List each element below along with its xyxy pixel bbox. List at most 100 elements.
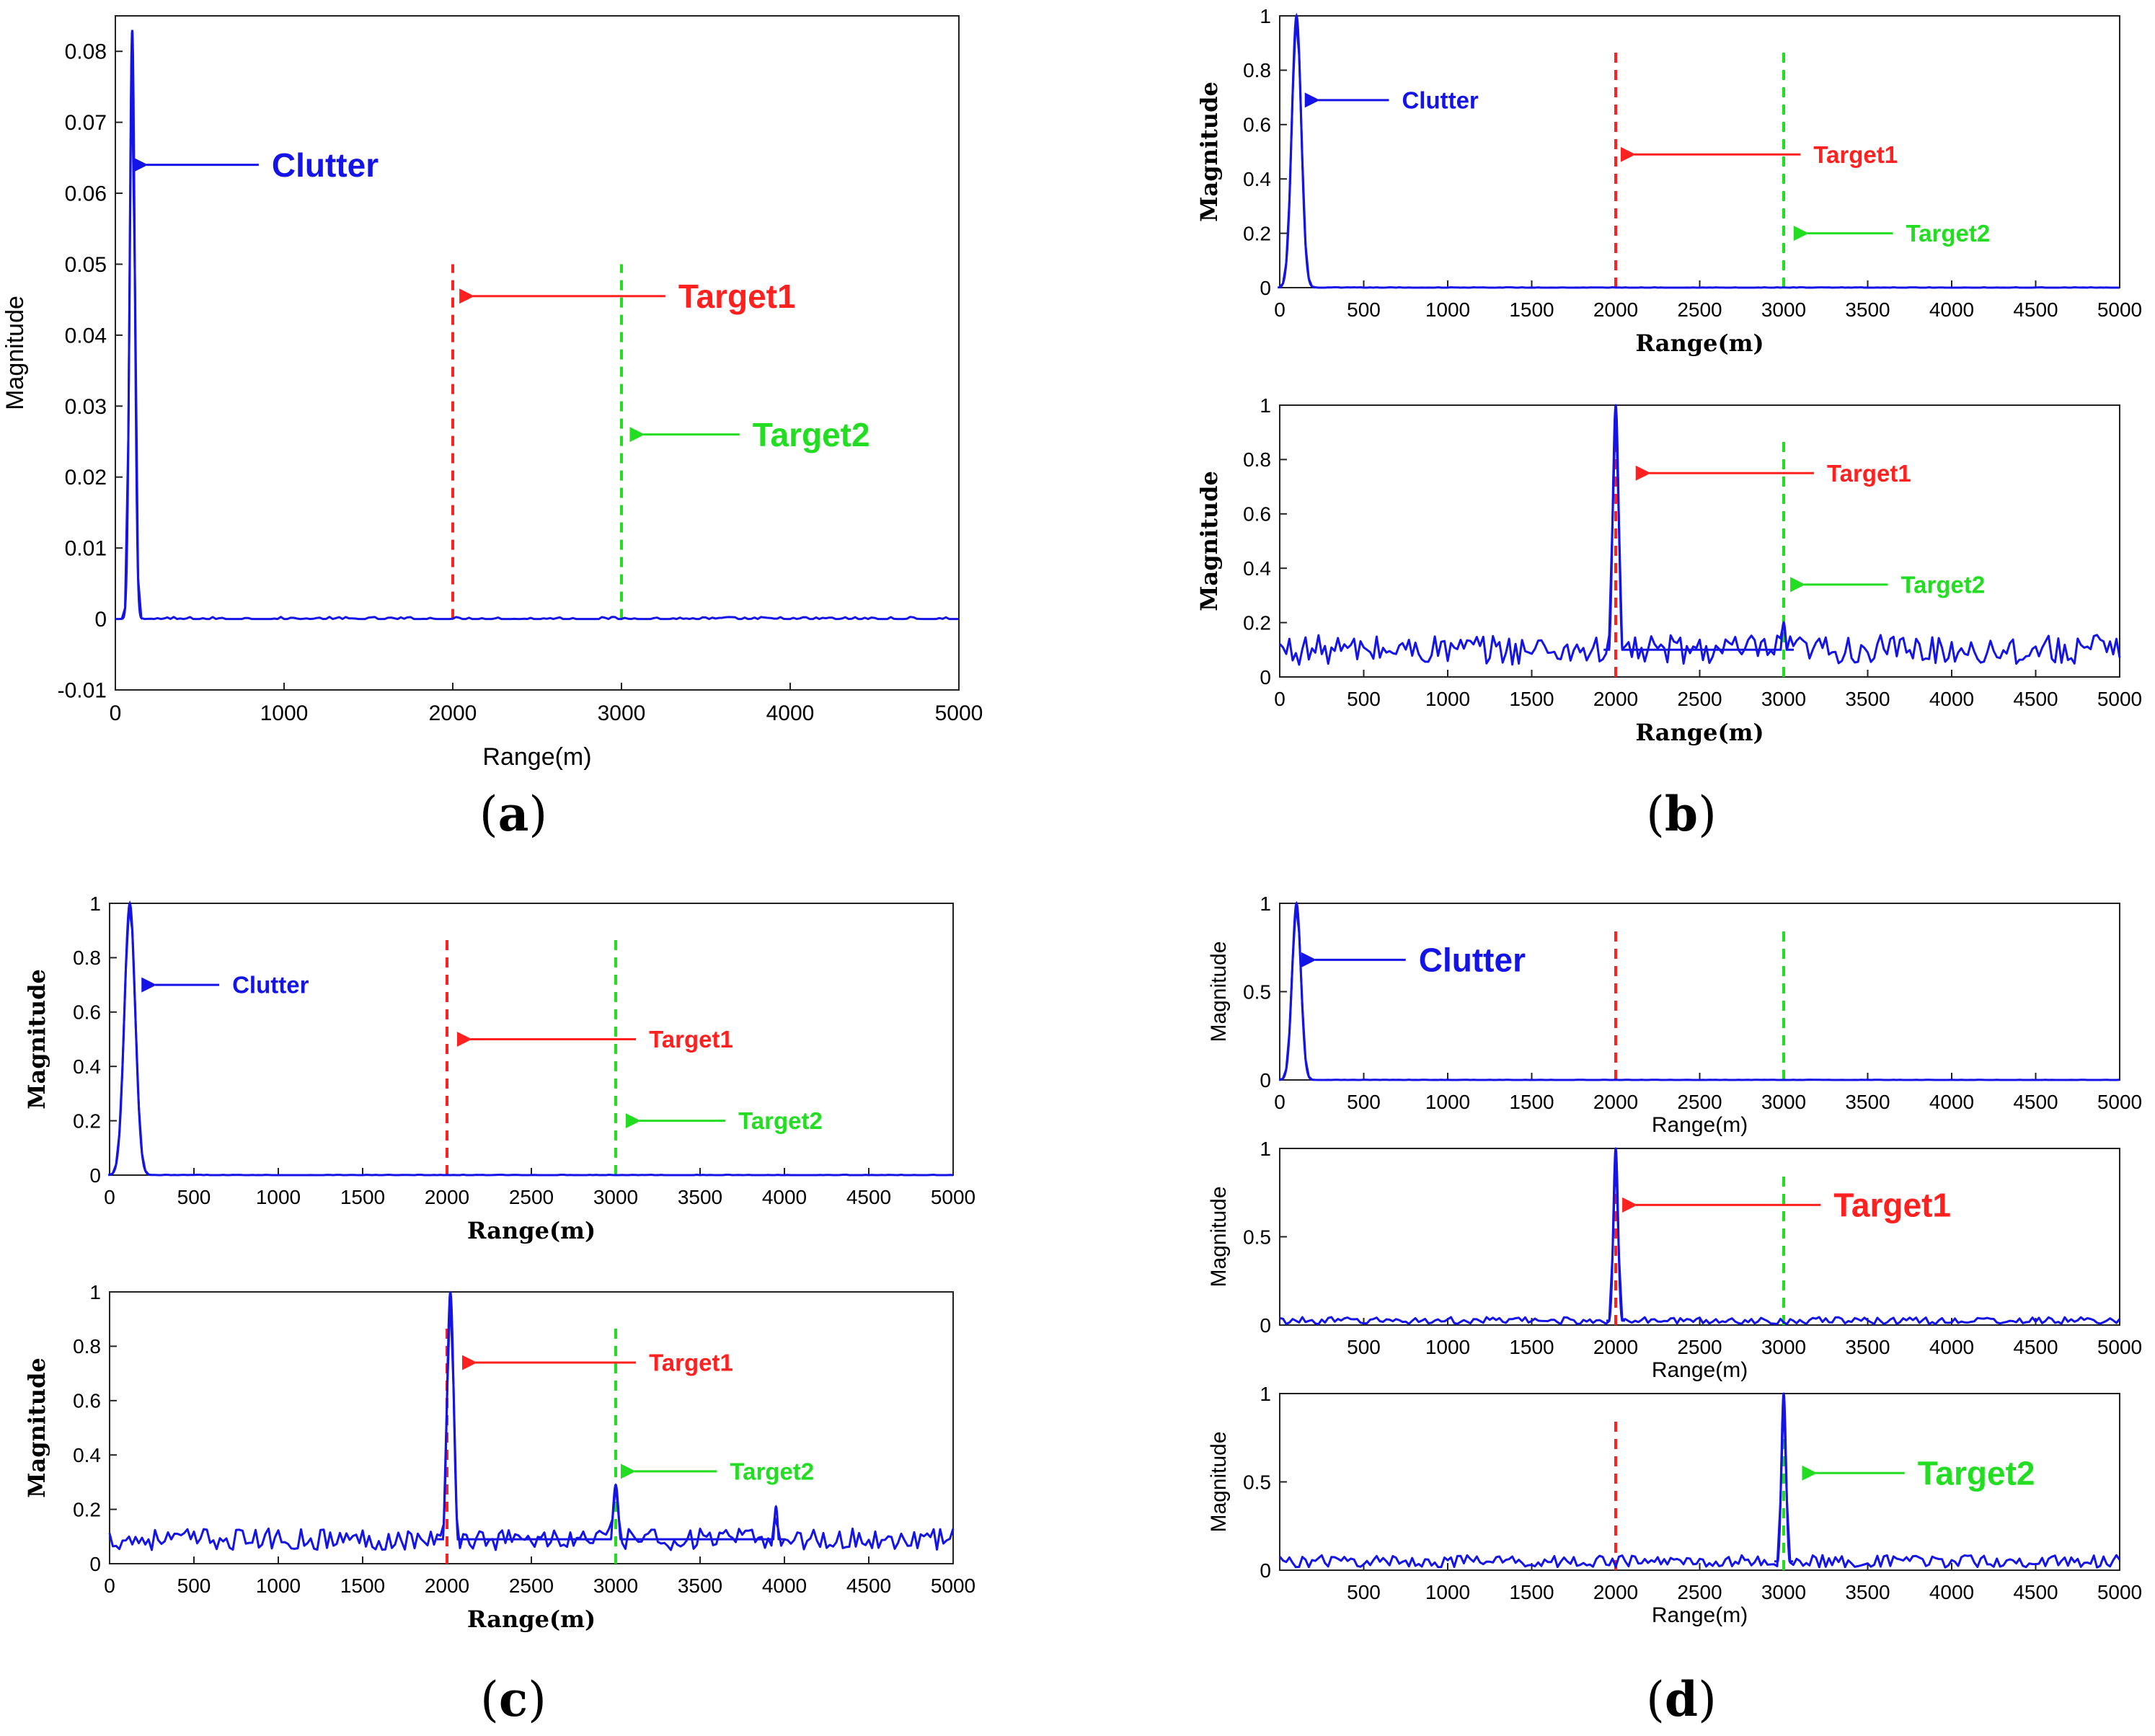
x-tick-label: 3000 — [1761, 298, 1806, 321]
x-tick-label: 5000 — [935, 701, 983, 725]
y-tick-label: 0.4 — [1243, 557, 1271, 580]
x-tick-label: 1000 — [256, 1575, 301, 1597]
x-tick-label: 0 — [1274, 1091, 1286, 1113]
x-tick-label: 3000 — [1761, 1336, 1806, 1358]
y-tick-label: 0.8 — [73, 1335, 101, 1358]
y-tick-label: 0 — [89, 1553, 101, 1575]
x-tick-label: 1500 — [1509, 298, 1554, 321]
chart-d3: 500 1000 1500 2000 2500 3000 3500 4000 4500 5000 0… — [1207, 1383, 2142, 1627]
y-axis-label: Magnitude — [1207, 1186, 1231, 1287]
y-tick-label: 0.01 — [65, 537, 107, 561]
series-line — [1278, 1392, 2121, 1569]
y-tick-label: 0.6 — [1243, 503, 1271, 526]
x-tick-label: 2000 — [1593, 1581, 1638, 1603]
x-tick-label: 0 — [110, 701, 122, 725]
y-tick-label: 1 — [1260, 394, 1271, 417]
x-tick-label: 2500 — [509, 1575, 554, 1597]
x-tick-label: 4000 — [1929, 1091, 1974, 1113]
x-tick-label: 3500 — [678, 1575, 722, 1597]
x-tick-label: 2000 — [425, 1186, 469, 1208]
y-tick-label: 0.2 — [1243, 222, 1271, 244]
x-tick-label: 3000 — [593, 1575, 638, 1597]
chart-c2: 0 500 1000 1500 2000 2500 3000 3500 4000 4500 5000… — [23, 1281, 975, 1633]
x-axis-label: Range(m) — [467, 1217, 596, 1244]
series-line — [1279, 1147, 2121, 1326]
annotation-label: Clutter — [1419, 942, 1526, 979]
y-tick-label: 0.4 — [1243, 168, 1271, 190]
y-tick-label: 0.6 — [73, 1390, 101, 1412]
annotation-label: Target1 — [649, 1026, 733, 1053]
panel-caption-b: (b) — [1646, 786, 1717, 842]
x-tick-label: 4000 — [1929, 1581, 1974, 1603]
series-line — [1278, 17, 2120, 289]
y-axis-label: Magnitude — [1, 296, 29, 410]
x-tick-label: 5000 — [2097, 298, 2142, 321]
annotation-label: Target2 — [1900, 571, 1985, 598]
x-tick-label: 4500 — [2013, 1581, 2058, 1603]
y-axis-label: Magnitude — [23, 969, 50, 1110]
y-tick-label: 1 — [1260, 1138, 1271, 1160]
y-tick-label: 0.5 — [1243, 1471, 1271, 1493]
x-tick-label: 1500 — [1509, 688, 1554, 710]
x-tick-label: 2000 — [1593, 1091, 1638, 1113]
chart-c1: 0 500 1000 1500 2000 2500 3000 3500 4000 4500 5000… — [23, 893, 975, 1244]
plot-frame — [1279, 1148, 2120, 1326]
y-tick-label: 0.6 — [73, 1001, 101, 1024]
x-tick-label: 1000 — [1425, 1336, 1470, 1358]
annotation-label: Target1 — [649, 1350, 733, 1376]
plot-frame — [1279, 1393, 2120, 1571]
x-axis-label: Range(m) — [1652, 1113, 1748, 1137]
panel-caption-c: (c) — [480, 1671, 547, 1727]
chart-d2: 500 1000 1500 2000 2500 3000 3500 4000 4500 5000 0… — [1207, 1138, 2142, 1382]
annotation-label: Target2 — [753, 416, 870, 453]
plot-frame — [1279, 15, 2120, 288]
y-tick-label: 0 — [1260, 666, 1271, 688]
y-tick-label: 0.03 — [65, 395, 107, 419]
x-tick-label: 4500 — [846, 1186, 891, 1208]
x-axis-label: Range(m) — [482, 743, 591, 771]
chart-d1: 0 500 1000 1500 2000 2500 3000 3500 4000 4500 5000… — [1207, 893, 2142, 1137]
x-tick-label: 2000 — [425, 1575, 469, 1597]
x-tick-label: 3000 — [593, 1186, 638, 1208]
x-tick-label: 500 — [1347, 1581, 1381, 1603]
x-tick-label: 4000 — [1929, 298, 1974, 321]
panel-caption-a: (a) — [479, 786, 548, 842]
x-tick-label: 3500 — [678, 1186, 722, 1208]
x-axis-label: Range(m) — [1652, 1358, 1748, 1382]
y-tick-label: 1 — [1260, 5, 1271, 27]
x-tick-label: 3000 — [598, 701, 646, 725]
x-tick-label: 1500 — [1509, 1336, 1554, 1358]
plot-frame — [1279, 404, 2120, 678]
x-tick-label: 0 — [104, 1186, 115, 1208]
y-tick-label: 0 — [89, 1164, 101, 1187]
x-tick-label: 4500 — [2013, 688, 2058, 710]
chart-b1: 0 500 1000 1500 2000 2500 3000 3500 4000 4500 5000… — [1195, 5, 2142, 357]
y-tick-label: 0.5 — [1243, 980, 1271, 1003]
plot-frame — [115, 15, 960, 691]
y-tick-label: 0.8 — [1243, 448, 1271, 471]
x-tick-label: 3500 — [1845, 1581, 1890, 1603]
series-peak — [1603, 404, 1794, 651]
y-tick-label: 0.2 — [1243, 611, 1271, 634]
x-tick-label: 1000 — [260, 701, 309, 725]
y-tick-label: 0 — [1260, 1069, 1271, 1091]
x-axis-label: Range(m) — [1652, 1603, 1748, 1627]
chart-b2: 0 500 1000 1500 2000 2500 3000 3500 4000 4500 5000… — [1195, 394, 2142, 746]
x-tick-label: 4000 — [766, 701, 815, 725]
y-axis-label: Magnitude — [1207, 1431, 1231, 1532]
annotation-label: Target2 — [1906, 220, 1990, 247]
y-tick-label: 0.8 — [1243, 59, 1271, 81]
x-tick-label: 1000 — [1425, 688, 1470, 710]
y-tick-label: 1 — [1260, 893, 1271, 915]
x-tick-label: 0 — [1274, 688, 1286, 710]
x-tick-label: 3500 — [1845, 688, 1890, 710]
x-tick-label: 4500 — [2013, 1336, 2058, 1358]
x-axis-label: Range(m) — [467, 1606, 596, 1633]
x-tick-label: 1500 — [340, 1575, 385, 1597]
x-tick-label: 5000 — [931, 1575, 975, 1597]
x-tick-label: 3500 — [1845, 1091, 1890, 1113]
annotation-label: Clutter — [232, 972, 309, 998]
y-tick-label: 0.4 — [73, 1055, 101, 1078]
x-tick-label: 5000 — [931, 1186, 975, 1208]
